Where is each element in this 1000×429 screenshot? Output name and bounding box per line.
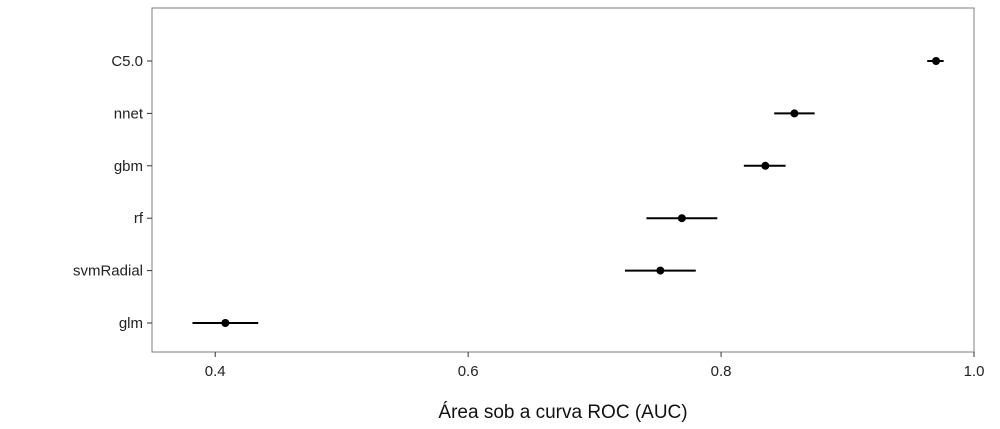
point-nnet: [790, 109, 799, 118]
point-glm: [221, 319, 230, 327]
y-axis: C5.0 nnet gbm rf svmRadial glm: [73, 53, 152, 332]
x-tick-label-0: 0.4: [205, 363, 226, 380]
x-axis: 0.4 0.6 0.8 1.0: [205, 352, 985, 380]
x-tick-label-3: 1.0: [964, 363, 985, 380]
y-tick-label-5: glm: [119, 315, 143, 332]
point-gbm: [761, 161, 770, 170]
x-axis-title: Área sob a curva ROC (AUC): [438, 402, 687, 423]
y-tick-label-3: rf: [134, 210, 144, 227]
point-rf: [677, 214, 686, 223]
y-tick-label-2: gbm: [114, 158, 143, 175]
y-tick-label-0: C5.0: [111, 53, 143, 70]
point-C5.0: [932, 57, 941, 65]
x-tick-label-2: 0.8: [711, 363, 732, 380]
y-tick-label-4: svmRadial: [73, 263, 143, 280]
plot-panel: [151, 7, 975, 353]
data-marks: [192, 57, 944, 327]
x-tick-label-1: 0.6: [458, 363, 479, 380]
point-svmRadial: [656, 266, 665, 275]
y-tick-label-1: nnet: [114, 105, 144, 122]
